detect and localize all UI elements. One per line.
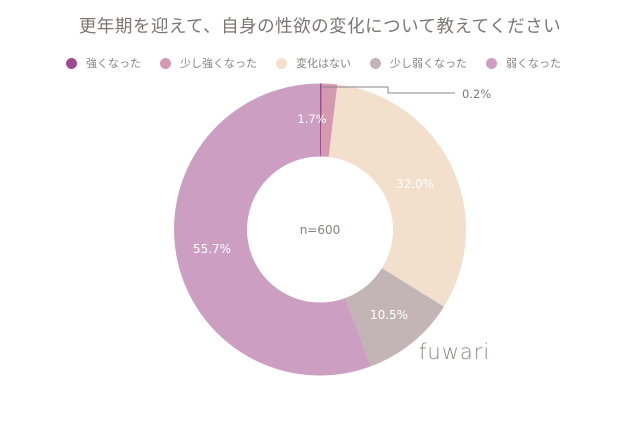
legend-item-slightly-weak: 少し弱くなった: [370, 55, 467, 71]
legend-item-strong: 強くなった: [66, 55, 141, 71]
leader-line: [321, 86, 455, 94]
chart-title: 更年期を迎えて、自身の性欲の変化について教えてください: [78, 17, 562, 37]
legend-dot-icon: [486, 57, 497, 69]
legend: 強くなった 少し強くなった 変化はない 少し弱くなった 弱くなった: [66, 55, 580, 71]
legend-label: 少し強くなった: [180, 57, 257, 70]
slice-strong: [320, 83, 322, 157]
legend-label: 変化はない: [296, 57, 351, 70]
slice-no-change: [328, 84, 466, 307]
legend-label: 少し弱くなった: [390, 57, 467, 70]
slice-label-slightly-strong: 1.7%: [297, 112, 326, 126]
legend-label: 弱くなった: [506, 57, 561, 70]
slice-label-strong: 0.2%: [462, 87, 491, 101]
slice-label-weak: 55.7%: [193, 242, 231, 256]
legend-item-no-change: 変化はない: [276, 55, 351, 71]
center-label: n=600: [300, 223, 341, 237]
slice-weak: [174, 83, 371, 376]
legend-dot-icon: [276, 57, 287, 69]
slice-label-no-change: 32.0%: [396, 177, 434, 191]
legend-item-slightly-strong: 少し強くなった: [160, 55, 257, 71]
legend-item-weak: 弱くなった: [486, 55, 561, 71]
slice-slightly-weak: [345, 268, 444, 367]
fuwari-logo: fuwari: [419, 340, 491, 364]
slice-label-slightly-weak: 10.5%: [370, 308, 408, 322]
legend-dot-icon: [160, 57, 171, 69]
slice-slightly-strong: [320, 83, 338, 158]
legend-dot-icon: [370, 57, 381, 69]
legend-label: 強くなった: [86, 57, 141, 70]
legend-dot-icon: [66, 57, 77, 69]
donut-slices: [174, 83, 466, 376]
